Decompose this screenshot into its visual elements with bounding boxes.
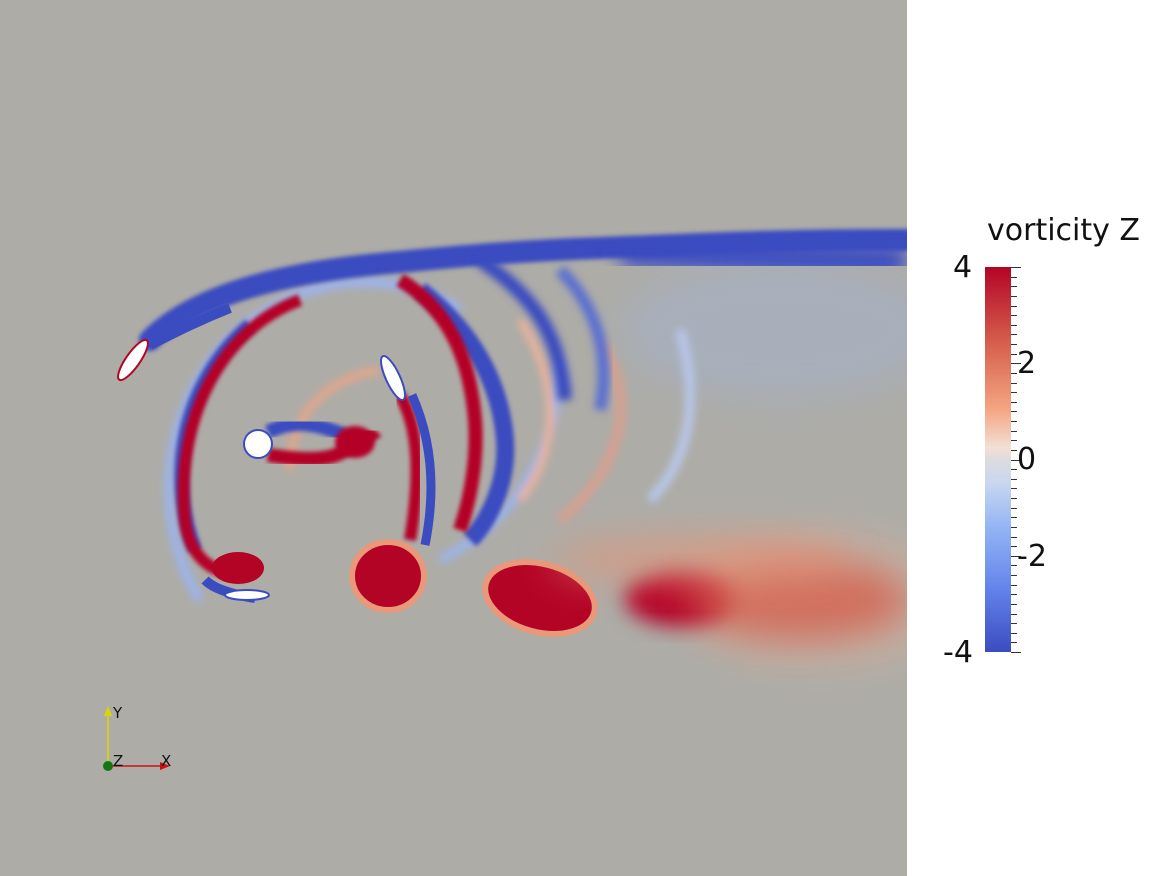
colorbar-tick (1011, 402, 1017, 403)
colorbar-tick (1011, 363, 1021, 364)
colorbar-tick (1011, 431, 1017, 432)
colorbar-tick (1011, 479, 1017, 480)
color-legend-panel: vorticity Z 4 2 0 -2 -4 (907, 0, 1164, 876)
colorbar-tick (1011, 421, 1017, 422)
orientation-axes: Y X Z (103, 704, 171, 771)
colorbar-tick (1011, 296, 1017, 297)
axis-x-label: X (161, 752, 171, 770)
colorbar-tick (1011, 411, 1017, 412)
cylinder-wake (264, 417, 382, 466)
colorbar-tick (1011, 460, 1021, 461)
colorbar-tick (1011, 508, 1017, 509)
colorbar-tick (1011, 286, 1017, 287)
vorticity-field: Y X Z (103, 229, 907, 771)
colorbar-tick (1011, 652, 1021, 653)
colorbar-tick (1011, 546, 1017, 547)
colorbar-tick (1011, 594, 1017, 595)
colorbar-tick (1011, 450, 1017, 451)
colorbar-tick (1011, 585, 1017, 586)
legend-label-2: 2 (1017, 346, 1037, 381)
colorbar-tick (1011, 556, 1021, 557)
legend-title: vorticity Z (987, 213, 1140, 248)
colorbar-tick (1011, 604, 1017, 605)
rotor-bodies (117, 338, 406, 601)
colorbar-tick (1011, 373, 1017, 374)
cylinder (243, 429, 273, 459)
colorbar-tick (1011, 344, 1017, 345)
legend-label-0: 0 (1017, 442, 1037, 477)
colorbar-tick (1011, 440, 1017, 441)
legend-label-max: 4 (953, 250, 973, 285)
colorbar-tick (1011, 565, 1017, 566)
colorbar-tick (1011, 325, 1017, 326)
colorbar-tick (1011, 315, 1017, 316)
colorbar-tick (1011, 354, 1017, 355)
colorbar-tick (1011, 277, 1017, 278)
colorbar-tick (1011, 575, 1017, 576)
colorbar-tick (1011, 537, 1017, 538)
colorbar-tick (1011, 527, 1017, 528)
middle-blade-wake (394, 273, 483, 546)
axis-z-label: Z (113, 752, 123, 770)
colorbar-tick (1011, 383, 1017, 384)
colorbar-tick (1011, 633, 1017, 634)
colorbar-tick (1011, 517, 1017, 518)
lower-blade (224, 589, 270, 601)
axis-y-label: Y (112, 704, 123, 722)
colorbar-ticks (1011, 267, 1021, 653)
colorbar-tick (1011, 267, 1021, 268)
legend-label-neg2: -2 (1017, 539, 1047, 574)
colorbar-tick (1011, 469, 1017, 470)
middle-blade (380, 355, 406, 401)
colorbar-tick (1011, 392, 1017, 393)
colorbar-tick (1011, 623, 1017, 624)
colorbar-tick (1011, 498, 1017, 499)
colorbar-tick (1011, 614, 1017, 615)
blue-shear-layer (139, 229, 907, 547)
colorbar-tick (1011, 642, 1017, 643)
colorbar-tick (1011, 306, 1017, 307)
colorbar (985, 267, 1011, 652)
upper-left-blade (117, 338, 149, 382)
red-vortices (349, 535, 907, 640)
render-viewport[interactable]: Y X Z (0, 0, 907, 876)
legend-label-min: -4 (943, 635, 973, 670)
left-red-arm (177, 294, 303, 584)
colorbar-tick (1011, 488, 1017, 489)
colorbar-tick (1011, 334, 1017, 335)
